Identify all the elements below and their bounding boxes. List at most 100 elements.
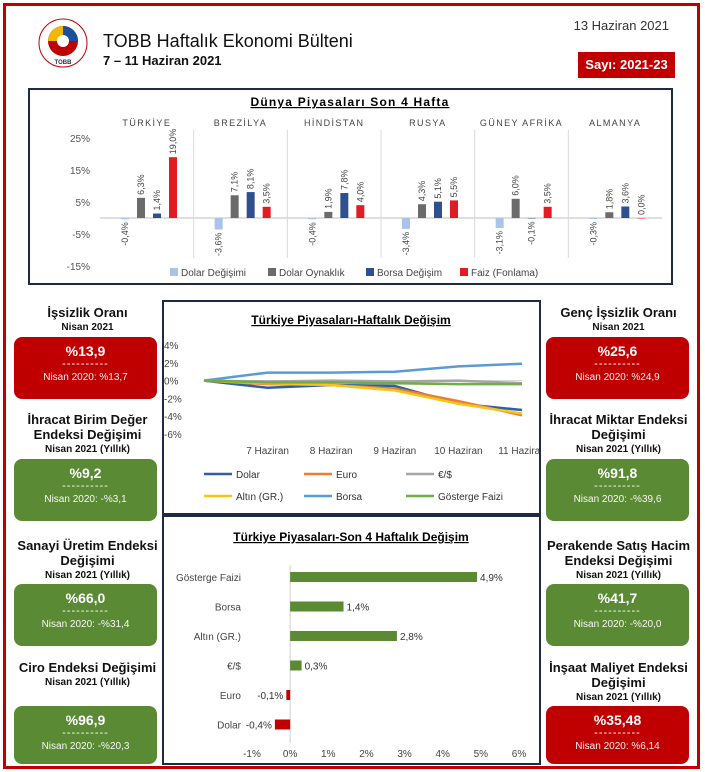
- construction-cost-title: İnşaat Maliyet Endeksi Değişimi Nisan 202…: [549, 660, 688, 703]
- bar-label: 5,1%: [433, 178, 443, 199]
- bar: [495, 218, 504, 228]
- bar: [308, 218, 317, 220]
- x-tick-label: 1%: [321, 749, 336, 760]
- category-label: Altın (GR.): [194, 632, 241, 643]
- bar: [246, 192, 255, 218]
- bar-label: 0,0%: [636, 194, 646, 215]
- bar-label: 7,1%: [230, 172, 240, 193]
- bar: [356, 205, 365, 218]
- bar-label: -0,3%: [588, 222, 598, 246]
- retail-sales-title: Perakende Satış Hacim Endeksi Değişimi Ni…: [546, 538, 691, 581]
- legend-swatch: [268, 268, 276, 276]
- turnover-title: Ciro Endeksi Değişimi Nisan 2021 (Yıllık): [18, 660, 157, 688]
- bar: [290, 572, 478, 582]
- bar-label: 3,5%: [262, 183, 272, 204]
- bar-label: 6,0%: [511, 175, 521, 196]
- bar-label: 19,0%: [168, 129, 178, 155]
- unemployment-title: İşsizlik Oranı Nisan 2021: [47, 305, 128, 333]
- category-label: Borsa: [215, 603, 242, 614]
- bar: [169, 157, 177, 218]
- x-tick-label: -1%: [243, 749, 261, 760]
- y-tick-label: 25%: [70, 134, 90, 145]
- export-volume-card: %91,8 ---------- Nisan 2020: -%39,6: [546, 459, 689, 521]
- bar: [137, 197, 145, 218]
- legend-swatch: [366, 268, 374, 276]
- bar-label: -0,1%: [527, 221, 537, 245]
- bar: [290, 660, 302, 671]
- turnover-card: %96,9 ---------- Nisan 2020: -%20,3: [14, 706, 157, 764]
- bar: [511, 198, 520, 218]
- page-frame: [3, 3, 700, 769]
- y-tick-label: -5%: [72, 230, 90, 241]
- bar: [605, 212, 614, 218]
- chart-title: Dünya Piyasaları Son 4 Hafta: [251, 95, 450, 109]
- unemployment-card: %13,9 ---------- Nisan 2020: %13,7: [14, 337, 157, 399]
- bar-label: 4,9%: [480, 573, 503, 584]
- y-tick-label: -2%: [164, 394, 182, 405]
- x-tick-label: 6%: [512, 749, 527, 760]
- x-tick-label: 11 Haziran: [498, 446, 539, 457]
- construction-cost-card: %35,48 ---------- Nisan 2020: %6,14: [546, 706, 689, 764]
- bar-label: 4,0%: [355, 182, 365, 203]
- youth-unemployment-title: Genç İşsizlik Oranı Nisan 2021: [560, 305, 677, 333]
- x-tick-label: 10 Haziran: [434, 446, 482, 457]
- weekly-change-svg: Türkiye Piyasaları-Haftalık Değişim -6% -4…: [164, 313, 546, 503]
- bar: [527, 218, 536, 219]
- bulletin-date: 13 Haziran 2021: [573, 18, 669, 33]
- legend-swatch: [460, 268, 468, 276]
- bar-label: -0,4%: [246, 721, 272, 732]
- bar: [121, 218, 129, 220]
- industrial-production-title: Sanayi Üretim Endeksi Değişimi Nisan 2021…: [17, 538, 158, 581]
- category-label: Dolar: [217, 721, 242, 732]
- category-label: €/$: [227, 662, 241, 673]
- x-tick-label: 5%: [474, 749, 489, 760]
- x-tick-label: 0%: [283, 749, 298, 760]
- group-label: BREZİLYA: [214, 118, 267, 128]
- bar-label: 3,5%: [543, 183, 553, 204]
- group-label: ALMANYA: [589, 118, 641, 128]
- weekly-change-chart: Türkiye Piyasaları-Haftalık Değişim -6% -4…: [162, 300, 546, 515]
- x-tick-label: 3%: [397, 749, 412, 760]
- legend-label: Faiz (Fonlama): [471, 268, 538, 279]
- x-tick-label: 4%: [435, 749, 450, 760]
- legend-label: Altın (GR.): [236, 492, 283, 503]
- bar: [637, 218, 646, 219]
- bar: [450, 200, 458, 218]
- world-markets-chart: Dünya Piyasaları Son 4 Hafta -15% -5% 5% 15%…: [28, 88, 673, 285]
- y-tick-label: -6%: [164, 430, 182, 441]
- bar-label: 8,1%: [246, 169, 256, 190]
- bar: [324, 211, 333, 218]
- bar-label: -3,1%: [495, 231, 505, 255]
- y-tick-label: 4%: [164, 341, 179, 352]
- export-unit-value-title: İhracat Birim Değer Endeksi Değişimi Nisa…: [27, 412, 148, 455]
- legend-label: Dolar Oynaklık: [279, 268, 346, 279]
- bar: [230, 195, 239, 218]
- series-line: [203, 362, 523, 382]
- bar: [153, 213, 161, 218]
- bar-label: -0,4%: [120, 222, 130, 246]
- category-label: Gösterge Faizi: [176, 573, 241, 584]
- y-tick-label: -15%: [67, 262, 90, 273]
- bar-label: 0,3%: [305, 662, 328, 673]
- logo-text: TOBB: [55, 60, 73, 66]
- world-markets-svg: Dünya Piyasaları Son 4 Hafta -15% -5% 5% 15%…: [67, 95, 662, 279]
- bar: [418, 204, 426, 218]
- legend-swatch: [170, 268, 178, 276]
- issue-badge: Sayı: 2021-23: [578, 52, 675, 78]
- bar: [290, 601, 344, 612]
- bar: [340, 193, 349, 218]
- bar: [434, 201, 442, 218]
- legend-label: Dolar: [236, 470, 261, 481]
- bar-label: 1,8%: [604, 189, 614, 210]
- bulletin-subtitle: 7 – 11 Haziran 2021: [103, 53, 222, 68]
- x-tick-label: 2%: [359, 749, 374, 760]
- chart-title: Türkiye Piyasaları-Haftalık Değişim: [251, 313, 450, 327]
- retail-sales-card: %41,7 ---------- Nisan 2020: -%20,0: [546, 584, 689, 646]
- bar-label: 1,4%: [347, 603, 370, 614]
- y-tick-label: -4%: [164, 412, 182, 423]
- bar: [402, 218, 410, 229]
- export-unit-value-card: %9,2 ---------- Nisan 2020: -%3,1: [14, 459, 157, 521]
- bar-label: 5,5%: [449, 177, 459, 198]
- bar: [286, 690, 291, 700]
- bar-label: 7,8%: [339, 170, 349, 191]
